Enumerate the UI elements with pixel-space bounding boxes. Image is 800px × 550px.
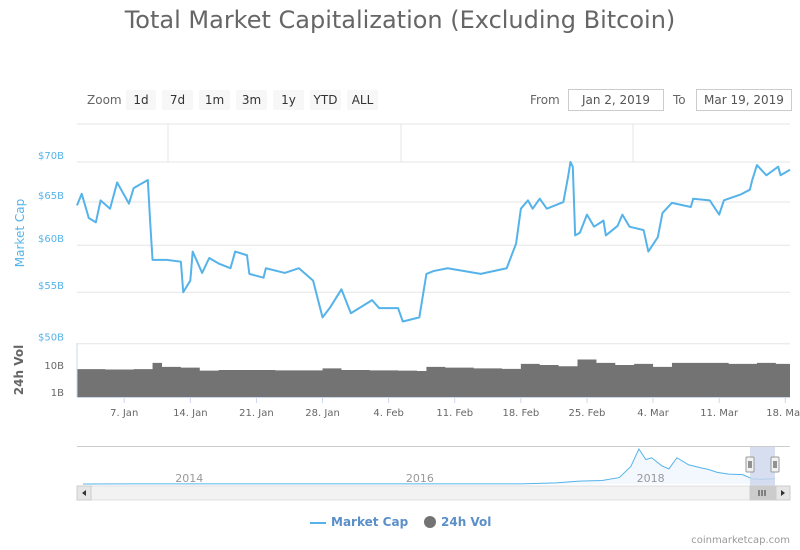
volume-tick-label: 10B — [44, 361, 64, 372]
arrow-right-icon — [781, 490, 785, 496]
x-tick-label: 4. Feb — [373, 408, 403, 419]
legend-line-icon — [310, 521, 326, 524]
market-cap-axis-title: Market Cap — [13, 199, 27, 267]
zoom-1m-button[interactable]: 1m — [199, 90, 230, 110]
navigator-tick-label: 2018 — [637, 472, 665, 485]
x-tick-label: 21. Jan — [239, 408, 274, 419]
x-tick-label: 18. Mar — [766, 408, 800, 419]
zoom-label: Zoom — [87, 93, 122, 107]
zoom-1y-button[interactable]: 1y — [273, 90, 304, 110]
scrollbar-track[interactable] — [76, 485, 791, 501]
navigator-tick-label: 2016 — [406, 472, 434, 485]
zoom-all-button[interactable]: ALL — [347, 90, 378, 110]
legend-circle-icon — [424, 516, 436, 528]
legend-market-cap-label: Market Cap — [331, 515, 409, 529]
zoom-7d-button[interactable]: 7d — [162, 90, 193, 110]
x-tick-label: 28. Jan — [305, 408, 340, 419]
chart-title: Total Market Capitalization (Excluding B… — [124, 6, 676, 34]
market-cap-tick-label: $65B — [38, 191, 64, 202]
x-tick-label: 25. Feb — [569, 408, 606, 419]
x-tick-label: 11. Feb — [436, 408, 473, 419]
arrow-left-icon — [82, 490, 86, 496]
x-tick-label: 7. Jan — [110, 408, 138, 419]
legend-volume-label: 24h Vol — [441, 515, 492, 529]
from-label: From — [530, 93, 560, 107]
volume-area — [77, 359, 790, 397]
market-cap-tick-label: $60B — [38, 234, 64, 245]
zoom-ytd-button[interactable]: YTD — [310, 90, 341, 110]
volume-tick-label: 1B — [51, 388, 64, 399]
x-tick-label: 14. Jan — [173, 408, 208, 419]
market-cap-line — [76, 161, 791, 323]
navigator-handle[interactable] — [745, 456, 755, 473]
legend-item-market-cap[interactable]: Market Cap — [310, 515, 408, 529]
x-tick-label: 4. Mar — [637, 408, 669, 419]
to-date-input[interactable]: Mar 19, 2019 — [696, 89, 792, 111]
credit-link[interactable]: coinmarketcap.com — [691, 535, 790, 546]
market-cap-tick-label: $70B — [38, 151, 64, 162]
navigator-area — [83, 449, 775, 484]
navigator-line — [82, 447, 776, 485]
from-date-input[interactable]: Jan 2, 2019 — [568, 89, 664, 111]
volume-axis-title: 24h Vol — [12, 345, 26, 395]
market-cap-tick-label: $50B — [38, 333, 64, 344]
x-tick-label: 18. Feb — [502, 408, 539, 419]
x-tick-label: 11. Mar — [700, 408, 739, 419]
navigator-handle[interactable] — [770, 456, 780, 473]
legend-item-volume[interactable]: 24h Vol — [424, 515, 491, 529]
navigator-tick-label: 2014 — [175, 472, 203, 485]
market-cap-tick-label: $55B — [38, 281, 64, 292]
to-label: To — [673, 93, 686, 107]
zoom-1d-button[interactable]: 1d — [126, 90, 156, 110]
zoom-3m-button[interactable]: 3m — [236, 90, 267, 110]
